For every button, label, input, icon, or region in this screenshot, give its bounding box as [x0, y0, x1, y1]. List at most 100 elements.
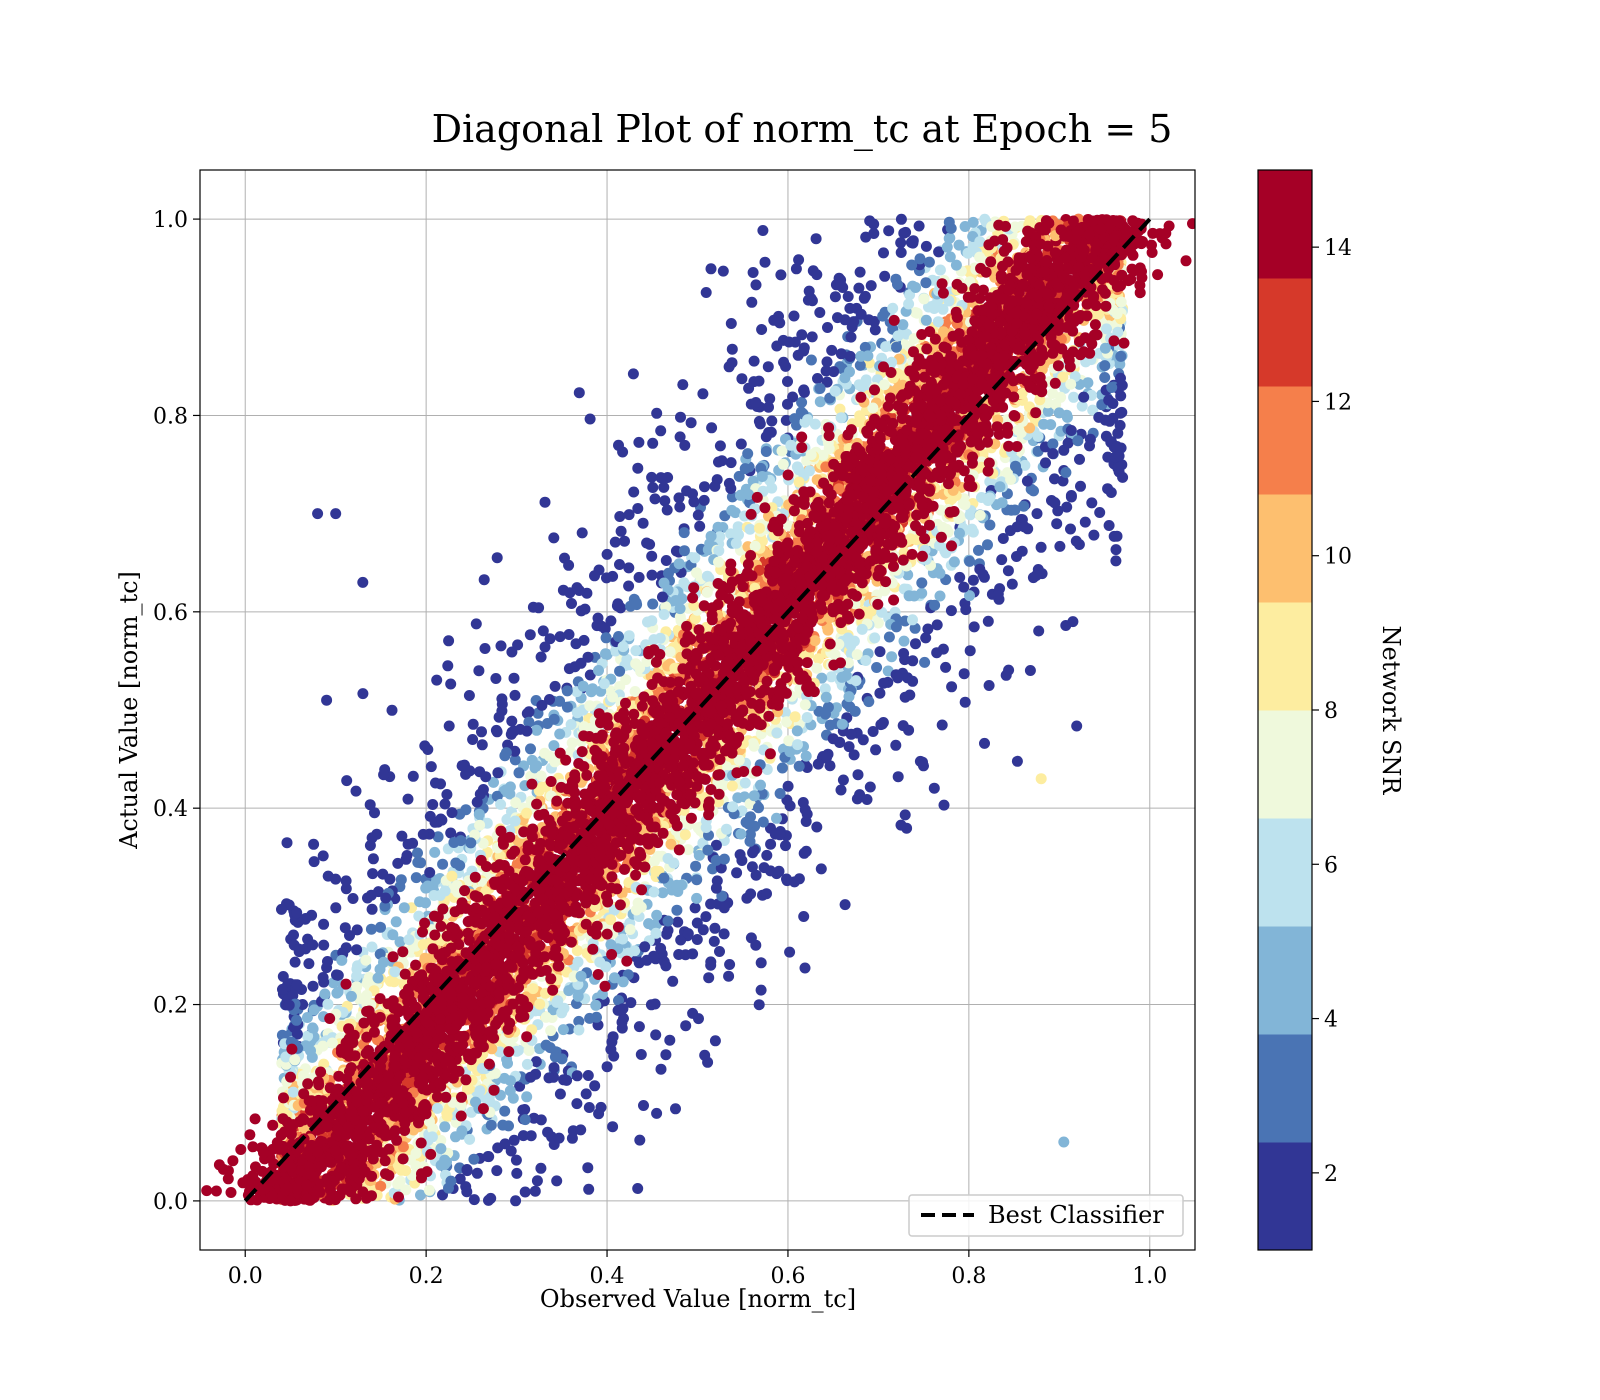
scatter-point [571, 1098, 583, 1110]
scatter-point [443, 635, 455, 647]
scatter-point [614, 511, 626, 522]
scatter-point [662, 924, 674, 936]
scatter-point [1071, 720, 1083, 732]
scatter-point [431, 674, 443, 686]
scatter-point [525, 743, 536, 755]
scatter-point [974, 509, 986, 521]
scatter-point [429, 846, 441, 858]
scatter-point [792, 739, 803, 751]
scatter-point [318, 939, 330, 951]
scatter-point [601, 548, 613, 560]
scatter-point [920, 240, 932, 252]
scatter-point [539, 641, 551, 653]
scatter-point [983, 680, 995, 691]
scatter-point [677, 379, 689, 391]
scatter-point [750, 279, 762, 291]
scatter-point [946, 681, 958, 693]
scatter-point [822, 322, 833, 333]
scatter-point [277, 983, 288, 995]
scatter-point [755, 984, 767, 996]
scatter-point [534, 998, 546, 1010]
scatter-point [1079, 516, 1091, 528]
scatter-point [525, 1071, 537, 1083]
scatter-point [736, 373, 748, 385]
scatter-point [815, 863, 827, 875]
scatter-point [392, 857, 404, 869]
scatter-point [864, 781, 876, 793]
scatter-point [583, 1183, 595, 1195]
scatter-point [288, 929, 299, 941]
scatter-point [887, 302, 899, 314]
scatter-point [415, 857, 427, 869]
scatter-point [351, 924, 363, 936]
scatter-point [635, 1049, 647, 1060]
scatter-point [783, 735, 795, 747]
scatter-point [851, 793, 863, 805]
scatter-point [839, 314, 851, 326]
scatter-point [439, 1121, 451, 1133]
scatter-point [632, 503, 644, 514]
scatter-point [628, 486, 640, 498]
scatter-point [678, 527, 690, 539]
scatter-point [839, 899, 851, 911]
scatter-point [825, 671, 837, 683]
scatter-point [806, 331, 818, 343]
scatter-point [517, 1104, 529, 1116]
scatter-point [508, 672, 520, 684]
scatter-point [690, 860, 702, 872]
scatter-point [814, 307, 826, 318]
scatter-point [899, 809, 911, 821]
scatter-point [573, 1015, 585, 1027]
scatter-point [524, 629, 536, 641]
scatter-point [651, 909, 663, 921]
scatter-point [827, 733, 839, 745]
scatter-point [657, 887, 669, 899]
scatter-point [557, 1024, 569, 1036]
scatter-point [461, 1186, 473, 1198]
scatter-point [561, 701, 573, 713]
scatter-point [793, 760, 805, 772]
chart-title: Diagonal Plot of norm_tc at Epoch = 5 [432, 107, 1173, 152]
scatter-point [920, 632, 932, 644]
scatter-point [593, 665, 604, 676]
scatter-point [425, 761, 437, 773]
scatter-point [863, 696, 875, 708]
scatter-point [812, 373, 823, 384]
scatter-point [396, 830, 408, 842]
scatter-point [845, 331, 857, 343]
scatter-point [670, 545, 682, 557]
scatter-point [565, 719, 577, 730]
scatter-point [911, 307, 923, 319]
scatter-point [1038, 418, 1050, 430]
scatter-point [934, 590, 946, 602]
scatter-point [913, 220, 925, 232]
scatter-point [491, 552, 503, 564]
scatter-point [723, 970, 735, 982]
scatter-point [507, 1092, 519, 1104]
scatter-point [1051, 518, 1063, 530]
scatter-point [432, 831, 444, 843]
scatter-point [1011, 551, 1022, 562]
scatter-point [500, 747, 512, 759]
scatter-point [706, 422, 718, 434]
scatter-point [697, 388, 709, 400]
scatter-point [1032, 431, 1044, 442]
scatter-point [1027, 572, 1039, 584]
scatter-point [501, 814, 513, 825]
scatter-point [760, 431, 772, 443]
scatter-point [871, 662, 883, 673]
scatter-point [743, 382, 755, 394]
scatter-point [750, 869, 762, 881]
scatter-point [959, 696, 971, 708]
scatter-point [601, 572, 612, 584]
scatter-point [660, 555, 672, 566]
scatter-point [798, 847, 810, 859]
scatter-point [931, 619, 943, 631]
scatter-point [699, 1049, 711, 1061]
scatter-point [543, 1072, 555, 1084]
scatter-point [601, 1061, 613, 1073]
scatter-point [589, 1080, 601, 1092]
scatter-point [437, 858, 449, 870]
scatter-point [508, 1134, 520, 1146]
